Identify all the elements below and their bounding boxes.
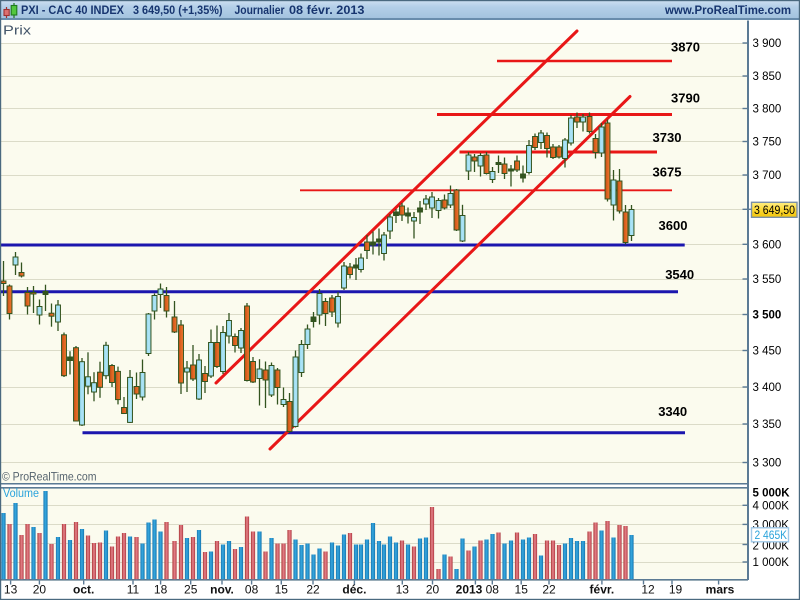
svg-text:3 850: 3 850 (753, 71, 782, 83)
svg-text:13: 13 (396, 583, 410, 597)
svg-text:2 465K: 2 465K (755, 530, 788, 542)
svg-text:22: 22 (542, 583, 556, 597)
svg-text:3675: 3675 (653, 165, 682, 180)
svg-text:PXI - CAC 40 INDEX: PXI - CAC 40 INDEX (21, 3, 124, 17)
svg-text:20: 20 (426, 583, 440, 597)
svg-text:3 900: 3 900 (753, 38, 782, 50)
svg-text:13: 13 (4, 583, 18, 597)
svg-text:Volume: Volume (3, 488, 39, 500)
svg-text:3 300: 3 300 (753, 458, 782, 470)
svg-text:2 000K: 2 000K (753, 541, 790, 553)
svg-text:20: 20 (33, 583, 47, 597)
svg-text:08: 08 (486, 583, 500, 597)
svg-text:25: 25 (184, 583, 198, 597)
svg-text:3 649,50: 3 649,50 (754, 205, 795, 217)
svg-text:18: 18 (154, 583, 168, 597)
svg-text:12: 12 (641, 583, 655, 597)
svg-text:3 600: 3 600 (753, 239, 782, 251)
svg-text:08: 08 (245, 583, 259, 597)
svg-text:3790: 3790 (671, 91, 700, 106)
svg-text:3 400: 3 400 (753, 382, 782, 394)
svg-text:Journalier: Journalier (235, 3, 285, 17)
svg-text:11: 11 (127, 583, 140, 597)
svg-text:mars: mars (706, 583, 735, 597)
svg-text:1 000K: 1 000K (753, 557, 790, 569)
svg-text:Prix: Prix (3, 23, 32, 38)
svg-text:3 750: 3 750 (753, 137, 782, 149)
svg-text:www.ProRealTime.com: www.ProRealTime.com (664, 3, 791, 17)
svg-text:15: 15 (275, 583, 289, 597)
svg-text:oct.: oct. (73, 583, 94, 597)
svg-text:3 550: 3 550 (753, 274, 782, 286)
svg-text:© ProRealTime.com: © ProRealTime.com (2, 470, 97, 484)
svg-text:3 350: 3 350 (753, 419, 782, 431)
svg-text:19: 19 (669, 583, 683, 597)
svg-text:3870: 3870 (671, 40, 700, 55)
svg-text:22: 22 (306, 583, 320, 597)
svg-text:5 000K: 5 000K (753, 488, 791, 500)
svg-text:15: 15 (515, 583, 529, 597)
svg-text:4 000K: 4 000K (753, 500, 790, 512)
svg-text:3540: 3540 (665, 267, 694, 282)
svg-text:08 févr. 2013: 08 févr. 2013 (289, 3, 365, 17)
svg-text:3600: 3600 (659, 218, 688, 233)
svg-text:2013: 2013 (456, 583, 483, 597)
svg-text:3340: 3340 (658, 404, 687, 419)
svg-text:3 649,50 (+1,35%): 3 649,50 (+1,35%) (133, 3, 223, 17)
svg-text:3730: 3730 (653, 130, 682, 145)
svg-text:3 700: 3 700 (753, 170, 782, 182)
svg-text:3 500: 3 500 (753, 310, 782, 322)
svg-text:nov.: nov. (210, 583, 234, 597)
svg-text:déc.: déc. (342, 583, 366, 597)
svg-text:févr.: févr. (590, 583, 615, 597)
svg-text:3 800: 3 800 (753, 104, 782, 116)
svg-text:3 450: 3 450 (753, 346, 782, 358)
